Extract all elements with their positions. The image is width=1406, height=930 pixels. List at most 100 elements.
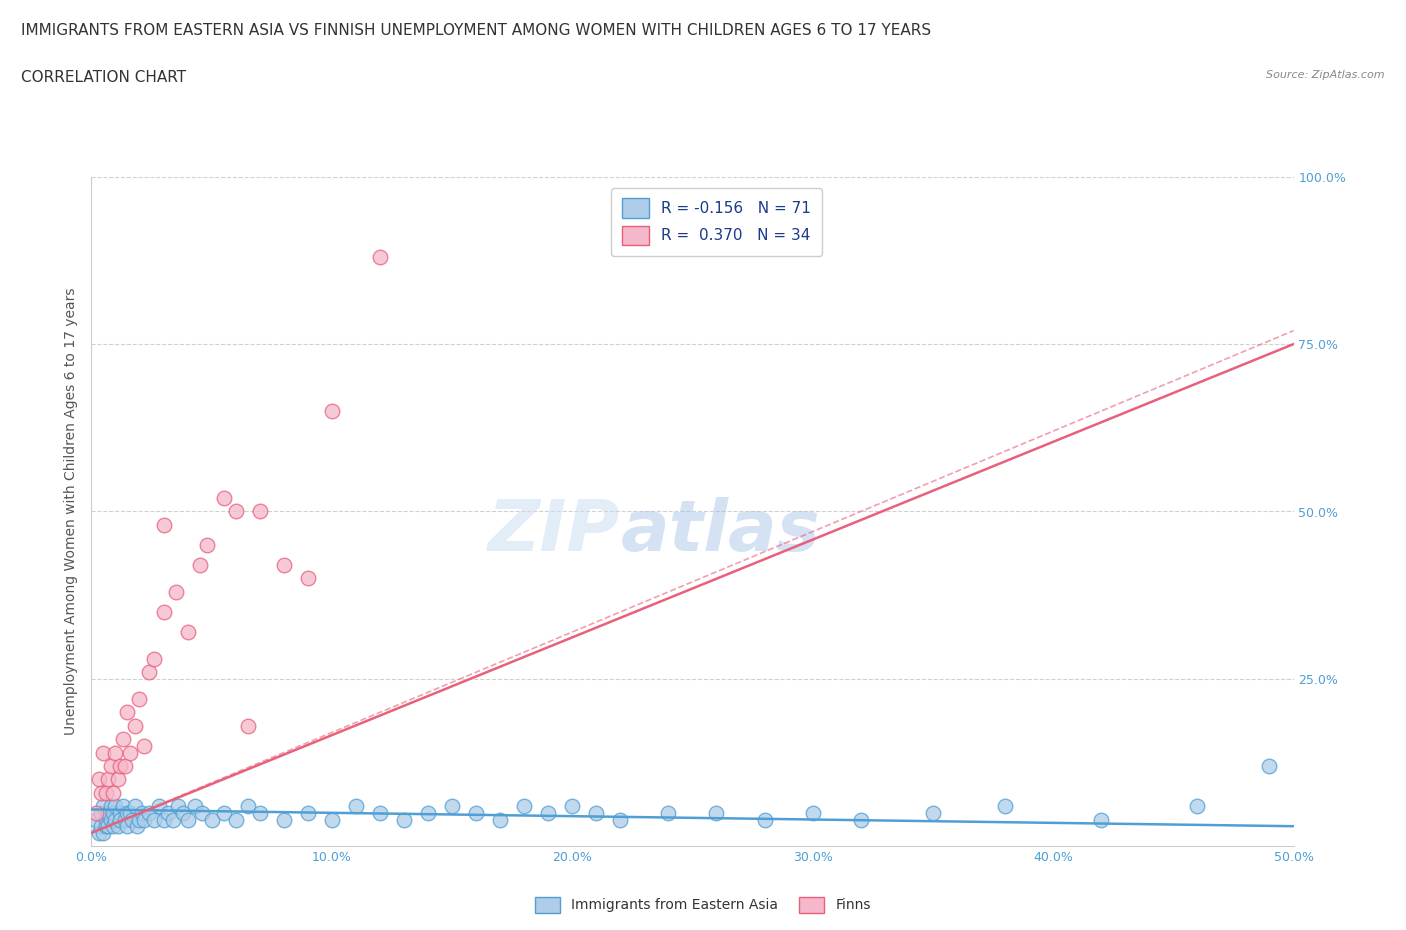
Point <box>148 799 170 814</box>
Point <box>152 517 174 532</box>
Point <box>465 805 488 820</box>
Point <box>201 812 224 827</box>
Point <box>225 504 247 519</box>
Text: ZIP: ZIP <box>488 498 620 566</box>
Point <box>152 812 174 827</box>
Point <box>94 812 117 827</box>
Point <box>97 818 120 833</box>
Point <box>297 805 319 820</box>
Point <box>114 759 136 774</box>
Point <box>142 812 165 827</box>
Point <box>94 785 117 800</box>
Point <box>117 805 139 820</box>
Text: Source: ZipAtlas.com: Source: ZipAtlas.com <box>1267 70 1385 80</box>
Point <box>117 705 139 720</box>
Point <box>537 805 560 820</box>
Point <box>167 799 190 814</box>
Point <box>94 818 117 833</box>
Point <box>368 805 391 820</box>
Point <box>176 625 198 640</box>
Point <box>117 818 139 833</box>
Point <box>100 759 122 774</box>
Point <box>134 738 156 753</box>
Point <box>212 805 235 820</box>
Point <box>118 805 141 820</box>
Point <box>138 665 160 680</box>
Point <box>100 812 122 827</box>
Point <box>100 799 122 814</box>
Point <box>1258 759 1281 774</box>
Point <box>128 692 150 707</box>
Point <box>236 718 259 733</box>
Point <box>249 805 271 820</box>
Point <box>368 249 391 264</box>
Point <box>1090 812 1112 827</box>
Point <box>657 805 679 820</box>
Point <box>104 799 127 814</box>
Text: IMMIGRANTS FROM EASTERN ASIA VS FINNISH UNEMPLOYMENT AMONG WOMEN WITH CHILDREN A: IMMIGRANTS FROM EASTERN ASIA VS FINNISH … <box>21 23 931 38</box>
Point <box>107 818 129 833</box>
Point <box>110 805 132 820</box>
Point <box>90 805 112 820</box>
Point <box>609 812 631 827</box>
Point <box>994 799 1017 814</box>
Point <box>321 812 343 827</box>
Point <box>561 799 583 814</box>
Point <box>922 805 945 820</box>
Point <box>93 826 115 841</box>
Point <box>392 812 415 827</box>
Point <box>297 571 319 586</box>
Point <box>706 805 728 820</box>
Point <box>131 805 153 820</box>
Point <box>157 805 180 820</box>
Point <box>97 805 120 820</box>
Point <box>585 805 607 820</box>
Point <box>1187 799 1209 814</box>
Point <box>97 772 120 787</box>
Point <box>87 772 110 787</box>
Point <box>104 745 127 760</box>
Point <box>134 812 156 827</box>
Point <box>110 812 132 827</box>
Text: CORRELATION CHART: CORRELATION CHART <box>21 70 186 85</box>
Point <box>162 812 184 827</box>
Point <box>111 732 134 747</box>
Point <box>754 812 776 827</box>
Text: atlas: atlas <box>620 498 820 566</box>
Point <box>489 812 512 827</box>
Point <box>138 805 160 820</box>
Point <box>440 799 463 814</box>
Point <box>142 651 165 666</box>
Point <box>195 538 218 552</box>
Point <box>107 772 129 787</box>
Point <box>118 745 141 760</box>
Point <box>152 604 174 619</box>
Y-axis label: Unemployment Among Women with Children Ages 6 to 17 years: Unemployment Among Women with Children A… <box>65 287 79 736</box>
Legend: R = -0.156   N = 71, R =  0.370   N = 34: R = -0.156 N = 71, R = 0.370 N = 34 <box>612 188 823 256</box>
Point <box>93 799 115 814</box>
Point <box>188 558 211 573</box>
Point <box>84 805 107 820</box>
Point <box>849 812 872 827</box>
Point <box>84 812 107 827</box>
Point <box>344 799 367 814</box>
Point <box>124 799 146 814</box>
Point <box>111 799 134 814</box>
Point <box>172 805 194 820</box>
Point <box>273 558 295 573</box>
Point <box>90 818 112 833</box>
Point <box>184 799 207 814</box>
Point <box>176 812 198 827</box>
Point <box>236 799 259 814</box>
Point <box>225 812 247 827</box>
Point <box>101 785 124 800</box>
Point <box>110 759 132 774</box>
Point <box>321 404 343 418</box>
Point <box>128 812 150 827</box>
Point <box>93 745 115 760</box>
Point <box>101 818 124 833</box>
Point <box>87 826 110 841</box>
Point <box>273 812 295 827</box>
Point <box>125 818 148 833</box>
Point <box>416 805 439 820</box>
